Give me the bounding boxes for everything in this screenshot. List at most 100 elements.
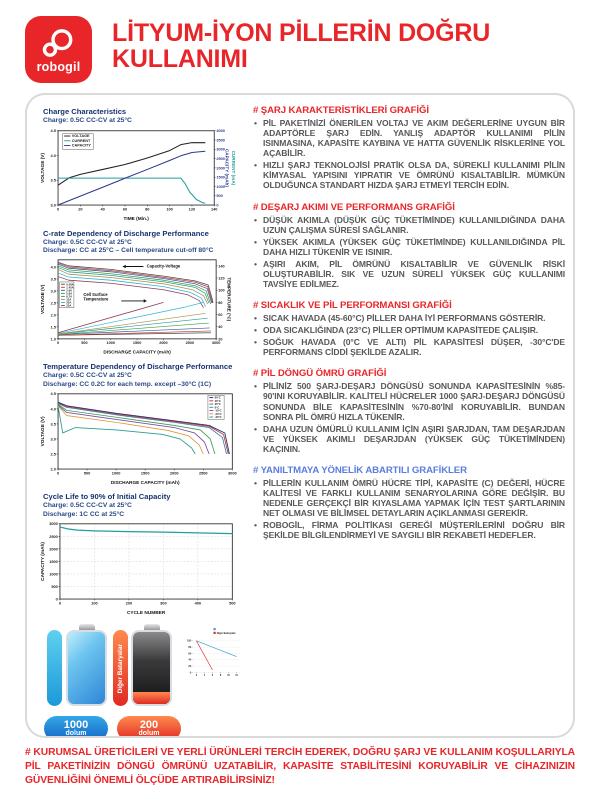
svg-text:8.7A: 8.7A [66, 295, 72, 299]
svg-text:CURRENT (mA): CURRENT (mA) [231, 151, 236, 186]
svg-text:60: 60 [123, 207, 127, 212]
svg-text:8: 8 [220, 675, 222, 677]
svg-text:10: 10 [227, 675, 230, 677]
svg-text:0: 0 [56, 597, 58, 602]
svg-text:2.5: 2.5 [51, 452, 57, 457]
svg-text:CAPACITY (mAh): CAPACITY (mAh) [225, 149, 230, 188]
good-battery-illustration [66, 624, 107, 710]
svg-text:3000: 3000 [216, 147, 225, 152]
svg-text:500: 500 [84, 471, 91, 476]
footer-note: # KURUMSAL ÜRETİCİLERİ VE YERLİ ÜRÜNLERİ… [25, 747, 575, 786]
header: robogil LİTYUM-İYON PİLLERİN DOĞRU KULLA… [0, 0, 600, 89]
svg-text:500: 500 [229, 601, 236, 606]
svg-text:4.0: 4.0 [51, 406, 56, 411]
svg-text:2000: 2000 [216, 166, 225, 171]
svg-text:500: 500 [216, 194, 223, 199]
svg-text:3500: 3500 [216, 138, 225, 143]
svg-text:60: 60 [188, 654, 191, 656]
svg-text:VOLTAGE (V): VOLTAGE (V) [40, 285, 45, 315]
section-heading: # ŞARJ KARAKTERİSTİKLERİ GRAFİĞİ [253, 105, 429, 116]
svg-text:1500: 1500 [49, 559, 58, 564]
svg-text:80: 80 [218, 301, 222, 305]
svg-text:-10°C: -10°C [215, 409, 222, 413]
svg-text:20: 20 [218, 338, 222, 342]
svg-text:Diğer Bataryalar: Diğer Bataryalar [217, 632, 236, 635]
bad-battery-badge: 200 dolum [117, 716, 181, 737]
bullet-item: ROBOGİL, FİRMA POLİTİKASI GEREĞİ MÜŞTERİ… [253, 520, 565, 540]
chart-subtitle: Charge: 0.5C CC-CV at 25°C Discharge: CC … [43, 238, 214, 254]
battery-body [66, 630, 107, 707]
svg-text:3.0: 3.0 [51, 290, 56, 294]
svg-text:2: 2 [196, 675, 198, 677]
bullet-item: PİLLERİN KULLANIM ÖMRÜ HÜCRE TİPİ, KAPAS… [253, 478, 565, 518]
svg-text:1500: 1500 [141, 471, 150, 476]
temperature-discharge-block: Temperature Dependency of Discharge Perf… [37, 360, 245, 485]
chart-subtitle: Charge: 0.5C CC-CV at 25°C [43, 117, 132, 124]
bad-badge-unit: dolum [138, 729, 160, 737]
svg-text:VOLTAGE: VOLTAGE [72, 135, 90, 139]
chart-title: Temperature Dependency of Discharge Perf… [43, 362, 233, 372]
svg-text:80: 80 [188, 647, 191, 649]
logo-wordmark: robogil [36, 60, 81, 74]
svg-text:5.8A: 5.8A [66, 292, 72, 296]
svg-text:40: 40 [188, 659, 191, 662]
svg-text:CYCLE NUMBER: CYCLE NUMBER [127, 610, 166, 615]
low-charge-fill [133, 692, 170, 705]
svg-text:4: 4 [204, 674, 206, 677]
svg-text:1.45A: 1.45A [66, 286, 73, 290]
good-badge-value: 1000 [63, 718, 89, 731]
svg-text:6: 6 [212, 675, 214, 677]
svg-text:500: 500 [51, 584, 58, 589]
svg-text:20: 20 [78, 207, 82, 212]
svg-text:45°C: 45°C [215, 399, 221, 403]
capacity-retention-mini-chart: 0 20 40 60 80 100 2 4 6 8 10 12 Diğer Bataryalar [187, 628, 241, 677]
svg-text:2000: 2000 [49, 546, 58, 551]
svg-text:60: 60 [218, 313, 222, 317]
bullet-item: HIZLI ŞARJ TEKNOLOJİSİ PRATİK OLSA DA, S… [253, 160, 565, 190]
section-bullet-list: PİLLERİN KULLANIM ÖMRÜ HÜCRE TİPİ, KAPAS… [253, 478, 565, 540]
bad-battery-label: Diğer Bataryalar [117, 643, 124, 694]
svg-text:3000: 3000 [49, 521, 58, 526]
battery-cap [78, 624, 95, 631]
bullet-item: DAHA UZUN ÖMÜRLÜ KULLANIM İÇİN AŞIRI ŞAR… [253, 424, 565, 454]
svg-text:4.0: 4.0 [51, 266, 56, 270]
robogil-logo: robogil [25, 16, 92, 83]
svg-text:4000: 4000 [216, 129, 225, 134]
svg-text:1000: 1000 [216, 184, 225, 189]
chart-subtitle: Charge: 0.5C CC-CV at 25°C Discharge: 1C … [43, 502, 132, 518]
section-heading: # DEŞARJ AKIMI VE PERFORMANS GRAFİĞİ [253, 201, 455, 213]
svg-text:1500: 1500 [216, 175, 225, 180]
charts-column: Charge Characteristics Charge: 0.5C CC-C… [37, 105, 245, 736]
svg-text:3.5: 3.5 [51, 278, 56, 282]
section-sicaklik-performans: # SICAKLIK VE PİL PERFORMANSI GRAFİĞİ SI… [253, 300, 565, 359]
temperature-discharge-chart: 2.0 2.5 3.0 3.5 4.0 4.5 0 500 1000 1500 2000 2500 30… [40, 391, 237, 485]
chart-title: C-rate Dependency of Discharge Performan… [43, 228, 209, 238]
svg-text:120: 120 [218, 277, 224, 281]
svg-text:25°C: 25°C [215, 402, 221, 406]
svg-text:25A: 25A [66, 304, 71, 308]
svg-text:120: 120 [189, 207, 196, 212]
bad-battery-illustration [131, 624, 172, 710]
text-column: # ŞARJ KARAKTERİSTİKLERİ GRAFİĞİ PİL PAK… [245, 105, 565, 728]
svg-text:3.5: 3.5 [51, 421, 57, 426]
svg-text:2.0: 2.0 [51, 314, 56, 318]
svg-text:80: 80 [145, 207, 149, 212]
section-yaniltici-grafikler: # YANILTMAYA YÖNELİK ABARTILI GRAFİKLER … [253, 465, 565, 542]
svg-text:2500: 2500 [199, 471, 208, 476]
robogil-logo-icon [42, 29, 72, 57]
svg-text:400: 400 [195, 601, 202, 606]
section-bullet-list: PİL PAKETİNİZİ ÖNERİLEN VOLTAJ VE AKIM D… [253, 118, 565, 191]
svg-text:500: 500 [81, 342, 87, 346]
svg-text:VOLTAGE (V): VOLTAGE (V) [40, 416, 46, 446]
svg-text:0: 0 [190, 673, 192, 675]
svg-text:100: 100 [91, 601, 98, 606]
bullet-item: PİLİNİZ 500 ŞARJ-DEŞARJ DÖNGÜSÜ SONUNDA … [253, 381, 565, 421]
svg-text:Cell Surface: Cell Surface [83, 293, 108, 298]
chart-title: Cycle Life to 90% of Initial Capacity [43, 492, 171, 502]
section-bullet-list: DÜŞÜK AKIMLA (DÜŞÜK GÜÇ TÜKETİMİNDE) KUL… [253, 215, 565, 290]
svg-text:3.0: 3.0 [51, 437, 56, 442]
svg-text:2.0: 2.0 [51, 467, 56, 472]
section-heading: # PİL DÖNGÜ ÖMRÜ GRAFİĞİ [253, 368, 387, 380]
svg-text:4.0: 4.0 [51, 153, 56, 158]
svg-text:-20°C: -20°C [215, 412, 222, 416]
